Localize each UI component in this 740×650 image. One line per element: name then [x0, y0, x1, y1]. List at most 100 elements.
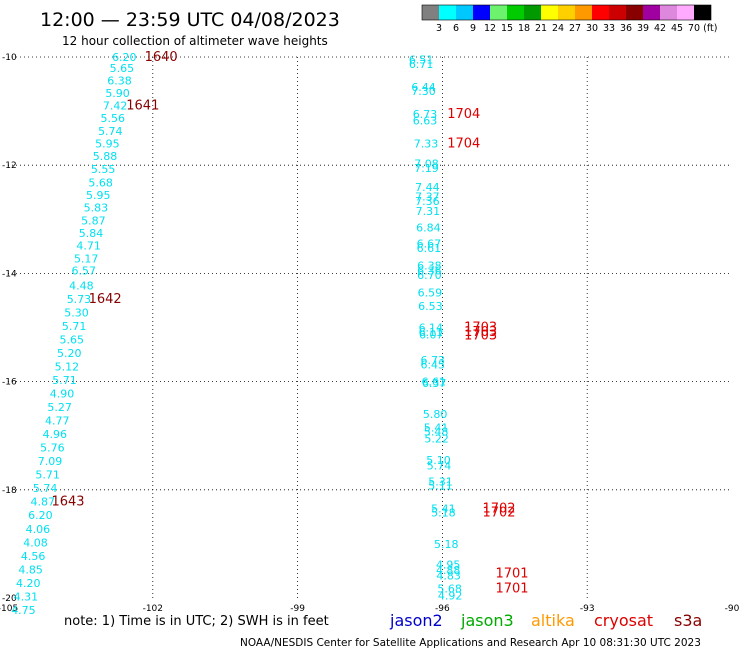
- colorbar-swatch: [473, 5, 490, 20]
- colorbar-label: 21: [535, 23, 547, 34]
- swh-value-label: 5.74: [98, 125, 123, 138]
- x-tick-label: -90: [725, 604, 740, 614]
- series-s3a: 6.205.656.385.907.425.565.745.955.885.55…: [11, 50, 177, 617]
- swh-value-label: 5.74: [33, 482, 58, 495]
- swh-value-label: 5.71: [35, 469, 60, 482]
- swh-value-label: 5.71: [52, 374, 77, 387]
- colorbar-frame: [421, 4, 712, 21]
- swh-value-label: 6.38: [417, 259, 442, 272]
- swh-value-label: 5.68: [437, 582, 462, 595]
- swh-value-label: 5.18: [434, 538, 459, 551]
- swh-value-label: 5.27: [47, 401, 72, 414]
- swh-value-label: 5.90: [105, 87, 130, 100]
- series-cryosat: 6.516.716.447.306.736.637.337.087.197.44…: [409, 54, 529, 603]
- pass-time-label: 1640: [145, 50, 178, 65]
- colorbar-swatch: [456, 5, 473, 20]
- swh-value-label: 6.84: [416, 221, 441, 234]
- swh-value-label: 5.55: [91, 163, 116, 176]
- pass-time-label: 1703: [464, 325, 497, 340]
- colorbar-label: 27: [569, 23, 581, 34]
- swh-value-label: 5.48: [424, 425, 449, 438]
- swh-value-label: 5.84: [79, 227, 104, 240]
- swh-value-label: 5.65: [59, 333, 84, 346]
- colorbar-swatch: [439, 5, 456, 20]
- axis-tick-labels: -105 -102 -99 -96 -93 -90 -10 -12 -14 -16 -18 -20: [0, 53, 740, 614]
- swh-value-label: 6.37: [422, 377, 447, 390]
- swh-value-label: 7.37: [415, 191, 440, 204]
- swh-value-label: 4.20: [16, 577, 41, 590]
- colorbar-swatch: [524, 5, 541, 20]
- swh-value-label: 6.61: [421, 376, 446, 389]
- swh-value-label: 5.88: [93, 150, 118, 163]
- swh-value-label: 7.36: [415, 195, 440, 208]
- swh-value-label: 7.42: [103, 100, 128, 113]
- colorbar-label: 70 (ft): [688, 23, 717, 34]
- pass-time-label: 1703: [464, 321, 497, 336]
- pass-time-label: 1701: [495, 581, 528, 596]
- swh-value-label: 4.08: [23, 536, 48, 549]
- y-tick-label: -12: [2, 161, 17, 171]
- pass-time-label: 1643: [51, 495, 84, 510]
- colorbar-label: 42: [654, 23, 666, 34]
- swh-value-label: 6.73: [420, 354, 445, 367]
- pass-time-label: 1642: [89, 292, 122, 307]
- colorbar-swatch: [609, 5, 626, 20]
- colorbar-swatch: [575, 5, 592, 20]
- swh-value-label: 6.36: [417, 265, 442, 278]
- swh-value-label: 4.77: [45, 415, 70, 428]
- colorbar-label: 39: [637, 23, 649, 34]
- swh-value-label: 4.31: [14, 590, 39, 603]
- colorbar-label: 15: [501, 23, 513, 34]
- y-tick-label: -10: [2, 53, 17, 63]
- pass-time-label: 1702: [482, 502, 515, 517]
- colorbar-label: 45: [671, 23, 683, 34]
- swh-value-label: 5.18: [431, 507, 456, 520]
- colorbar-label: 30: [586, 23, 598, 34]
- chart-title: 12:00 — 23:59 UTC 04/08/2023: [40, 9, 340, 31]
- pass-time-label: 1641: [126, 99, 159, 114]
- swh-value-label: 5.41: [424, 422, 449, 435]
- swh-value-label: 5.11: [428, 479, 453, 492]
- chart-grid: [8, 56, 732, 598]
- colorbar-swatch: [677, 5, 694, 20]
- satellite-legend: jason2 jason3 altika cryosat s3a: [389, 611, 702, 630]
- chart-subtitle: 12 hour collection of altimeter wave hei…: [62, 34, 328, 48]
- swh-value-label: 7.09: [38, 455, 63, 468]
- pass-time-label: 1704: [447, 137, 480, 152]
- swh-value-label: 5.56: [100, 112, 125, 125]
- swh-value-label: 6.73: [413, 108, 438, 121]
- pass-time-label: 1702: [482, 506, 515, 521]
- colorbar-label: 6: [453, 23, 459, 34]
- colorbar-swatch: [694, 5, 711, 20]
- swh-value-label: 5.95: [95, 138, 120, 151]
- swh-value-label: 5.17: [74, 252, 99, 265]
- colorbar-swatch: [422, 5, 439, 20]
- swh-value-label: 6.45: [420, 358, 445, 371]
- pass-time-label: 1703: [464, 329, 497, 344]
- footer-note: note: 1) Time is in UTC; 2) SWH is in fe…: [64, 614, 329, 629]
- y-tick-label: -18: [2, 486, 17, 496]
- swh-value-label: 4.83: [436, 569, 461, 582]
- pass-time-label: 1704: [447, 107, 480, 122]
- swh-value-label: 5.10: [426, 454, 451, 467]
- x-tick-label: -96: [435, 604, 450, 614]
- x-tick-label: -99: [290, 604, 305, 614]
- swh-value-label: 7.33: [414, 138, 439, 151]
- colorbar-label: 18: [518, 23, 530, 34]
- swh-value-label: 4.96: [43, 428, 68, 441]
- swh-value-label: 4.87: [31, 496, 56, 509]
- swh-value-label: 6.61: [417, 242, 442, 255]
- swh-value-label: 6.51: [409, 54, 434, 67]
- swh-value-label: 5.68: [88, 177, 113, 190]
- swh-value-label: 4.48: [69, 279, 94, 292]
- colorbar-swatch: [541, 5, 558, 20]
- colorbar-legend: 3 6 9 12 15 18 21 24 27 30 33 36 39 42 45 70 (ft): [421, 4, 717, 34]
- x-tick-label: -102: [143, 604, 163, 614]
- legend-jason2: jason2: [389, 611, 443, 630]
- colorbar-swatch: [660, 5, 677, 20]
- swh-value-label: 6.59: [418, 286, 443, 299]
- swh-value-label: 5.20: [57, 347, 82, 360]
- swh-value-label: 5.12: [55, 360, 80, 373]
- legend-s3a: s3a: [674, 611, 702, 630]
